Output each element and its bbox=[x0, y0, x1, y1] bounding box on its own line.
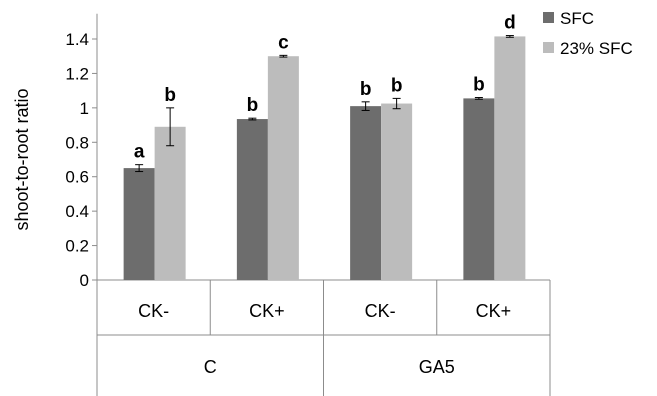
significance-letter: b bbox=[473, 75, 485, 96]
bars bbox=[123, 35, 526, 281]
legend: SFC 23% SFC bbox=[543, 9, 633, 58]
x-category-label: CK+ bbox=[476, 301, 512, 321]
significance-letter: b bbox=[247, 95, 259, 116]
y-tick-label: 1.4 bbox=[65, 30, 89, 49]
bar bbox=[123, 168, 155, 280]
significance-letter: b bbox=[391, 75, 403, 96]
bar bbox=[154, 126, 186, 281]
y-tick-label: 0 bbox=[80, 271, 89, 290]
bar bbox=[350, 106, 382, 280]
y-tick-label: 1.2 bbox=[65, 64, 89, 83]
legend-swatch bbox=[543, 12, 554, 23]
bar bbox=[236, 119, 268, 281]
y-tick-label: 0.2 bbox=[65, 237, 89, 256]
y-tick-label: 0.8 bbox=[65, 133, 89, 152]
significance-letter: d bbox=[504, 13, 516, 34]
axes: 0 0.2 0.4 0.6 0.8 1 1.2 1.4 shoot-to-root ratio bbox=[12, 13, 551, 396]
legend-swatch bbox=[543, 42, 554, 53]
legend-label: SFC bbox=[560, 9, 594, 28]
significance-letter: b bbox=[164, 85, 176, 106]
bar bbox=[494, 36, 526, 280]
y-tick-label: 0.4 bbox=[65, 202, 89, 221]
y-tick-label: 1 bbox=[80, 99, 89, 118]
x-category-label: CK- bbox=[138, 301, 169, 321]
y-tick-label: 0.6 bbox=[65, 168, 89, 187]
bar bbox=[267, 56, 299, 280]
x-category-label: CK+ bbox=[249, 301, 285, 321]
x-group-label: C bbox=[204, 357, 217, 377]
legend-label: 23% SFC bbox=[560, 39, 633, 58]
bar bbox=[381, 103, 413, 280]
significance-letter: b bbox=[360, 79, 372, 100]
significance-letter: a bbox=[134, 142, 145, 163]
significance-letter: c bbox=[278, 32, 289, 53]
x-category-label: CK- bbox=[365, 301, 396, 321]
y-axis-label: shoot-to-root ratio bbox=[12, 88, 32, 230]
bar bbox=[463, 98, 495, 280]
x-group-label: GA5 bbox=[419, 357, 455, 377]
